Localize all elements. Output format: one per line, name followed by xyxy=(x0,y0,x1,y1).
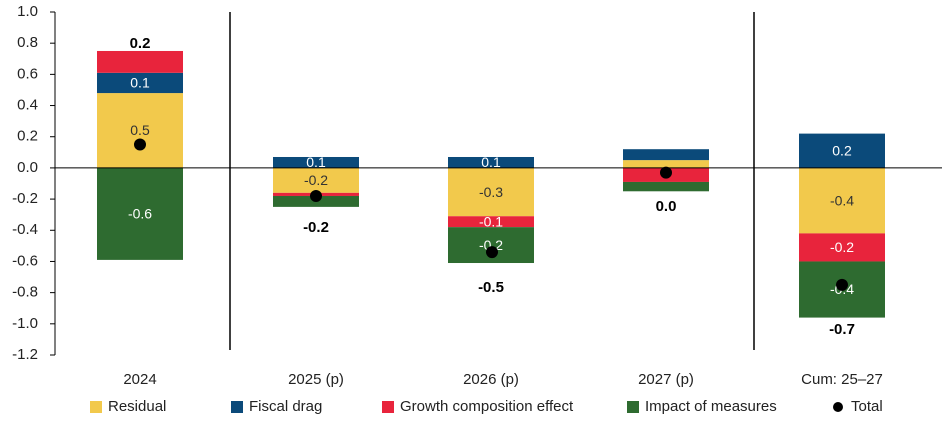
y-tick-label: -1.2 xyxy=(12,346,38,363)
segment-data-label: 0.5 xyxy=(130,122,150,138)
y-tick-label: 0.6 xyxy=(17,65,38,82)
bar-segment-fiscal-drag xyxy=(623,149,709,161)
y-tick-label: -0.2 xyxy=(12,190,38,207)
legend-label-measures: Impact of measures xyxy=(645,398,777,415)
bar-segment-impact-of-measures xyxy=(97,167,183,260)
y-tick-label: -1.0 xyxy=(12,315,38,332)
x-category-label: 2026 (p) xyxy=(463,371,519,388)
legend-label-fiscal-drag: Fiscal drag xyxy=(249,398,323,415)
legend-item-residual: Residual xyxy=(90,398,166,415)
bar-segment-residual xyxy=(448,167,534,217)
legend-item-growth: Growth composition effect xyxy=(382,398,573,415)
segment-data-label: -0.4 xyxy=(830,192,854,208)
total-dot xyxy=(310,189,322,202)
legend-swatch-residual xyxy=(90,400,102,413)
segment-data-label: 0.2 xyxy=(832,142,852,158)
bar-segment-fiscal-drag xyxy=(273,156,359,168)
total-dot xyxy=(660,166,672,179)
segment-data-label: -0.1 xyxy=(479,213,503,229)
x-category-label: 2024 xyxy=(123,371,156,388)
segment-data-label: -0.2 xyxy=(304,172,328,188)
segment-data-label: -0.6 xyxy=(128,206,152,222)
y-tick-label: -0.6 xyxy=(12,252,38,269)
x-category-label: 2027 (p) xyxy=(638,371,694,388)
bar-segment-fiscal-drag xyxy=(799,133,885,168)
legend-swatch-fiscal-drag xyxy=(231,400,243,413)
bar-segment-residual xyxy=(97,93,183,168)
bar-segment-fiscal-drag xyxy=(97,72,183,94)
segment-data-label: -0.2 xyxy=(479,237,503,253)
y-tick-label: -0.4 xyxy=(12,221,38,238)
y-tick-label: 0.4 xyxy=(17,97,38,114)
legend: Residual Fiscal drag Growth composition … xyxy=(0,396,945,422)
legend-swatch-growth xyxy=(382,400,394,413)
total-data-label: -0.5 xyxy=(478,279,504,296)
segment-data-label: -0.2 xyxy=(830,239,854,255)
legend-label-total: Total xyxy=(851,398,883,415)
segment-data-label: 0.1 xyxy=(306,154,326,170)
legend-swatch-measures xyxy=(627,400,639,413)
y-tick-label: 0.8 xyxy=(17,34,38,51)
bar-segment-growth-composition-effect xyxy=(448,216,534,228)
segment-data-label: -0.3 xyxy=(479,184,503,200)
x-category-label: Cum: 25–27 xyxy=(801,371,883,388)
y-tick-label: 0.0 xyxy=(17,159,38,176)
bar-segment-fiscal-drag xyxy=(448,156,534,168)
legend-label-growth: Growth composition effect xyxy=(400,398,574,415)
total-data-label: -0.2 xyxy=(303,219,329,236)
total-data-label: 0.2 xyxy=(130,35,151,52)
bar-segment-growth-composition-effect xyxy=(799,233,885,262)
bar-segment-growth-composition-effect xyxy=(97,50,183,73)
legend-item-total: Total xyxy=(833,398,883,415)
bar-segment-residual xyxy=(273,167,359,193)
bar-segment-residual xyxy=(799,167,885,234)
legend-item-measures: Impact of measures xyxy=(627,398,777,415)
total-dot xyxy=(836,278,848,291)
legend-label-residual: Residual xyxy=(108,398,167,415)
total-data-label: 0.0 xyxy=(656,198,677,215)
y-tick-label: 0.2 xyxy=(17,128,38,145)
total-dot xyxy=(486,246,498,259)
segment-data-label: 0.1 xyxy=(130,75,150,91)
x-category-label: 2025 (p) xyxy=(288,371,344,388)
stacked-bar-chart: 1.0 0.8 0.6 0.4 0.2 0.0 -0.2 -0.4 -0.6 -0.8 -1.0 -1… xyxy=(12,3,942,388)
legend-item-fiscal-drag: Fiscal drag xyxy=(231,398,322,415)
total-dot xyxy=(134,138,146,151)
bar-segment-impact-of-measures xyxy=(623,181,709,192)
segment-data-label: 0.1 xyxy=(481,154,501,170)
bar-segment-residual xyxy=(623,160,709,168)
y-tick-label: -0.8 xyxy=(12,284,38,301)
y-tick-label: 1.0 xyxy=(17,3,38,20)
total-data-label: -0.7 xyxy=(829,321,855,338)
legend-dot-total xyxy=(833,401,843,412)
